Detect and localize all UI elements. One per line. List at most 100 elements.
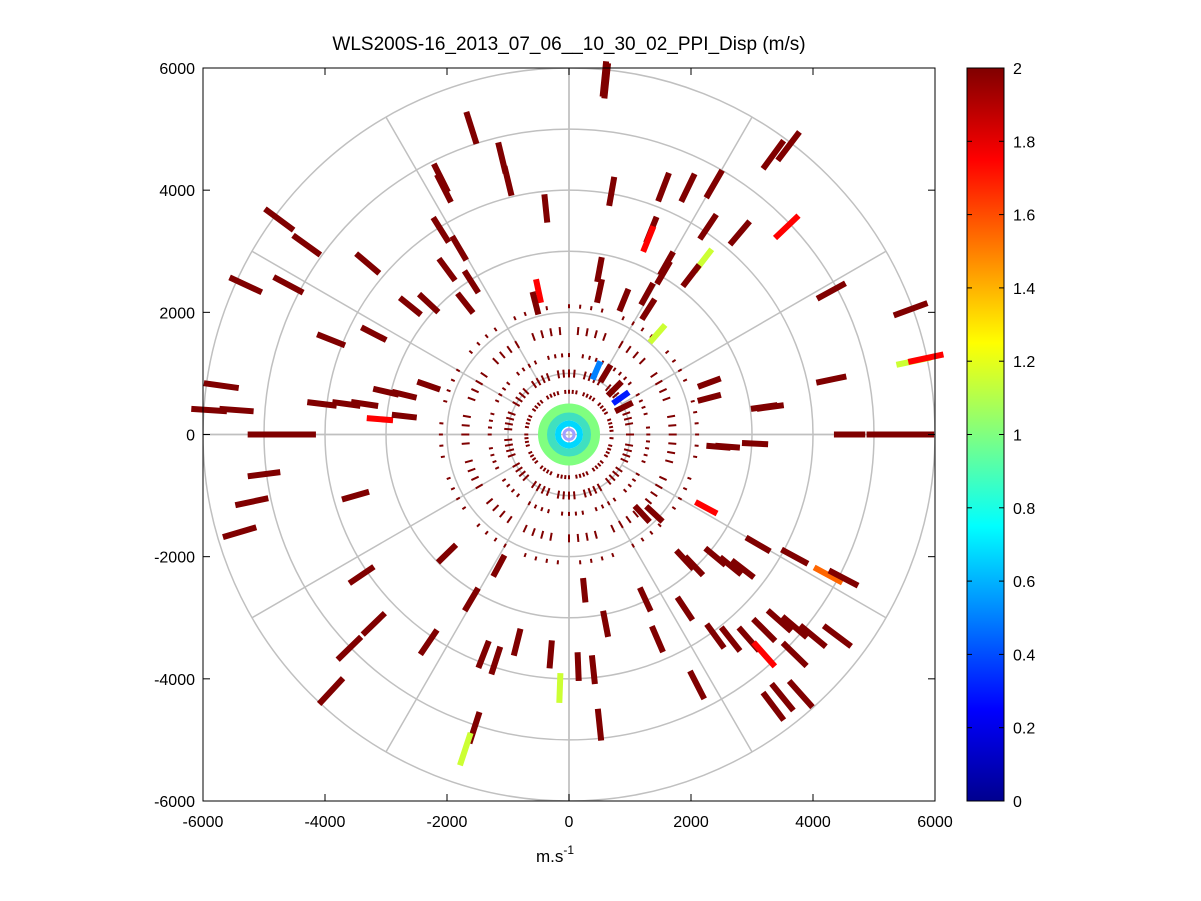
near-field-mark: [515, 466, 523, 473]
x-axis-label-text: m.s: [536, 847, 563, 866]
near-field-mark: [638, 357, 646, 365]
near-field-mark: [535, 377, 542, 386]
data-point: [649, 625, 666, 654]
data-point: [613, 400, 634, 415]
data-point: [359, 324, 388, 343]
near-field-mark: [623, 416, 633, 421]
near-field-mark: [560, 474, 563, 479]
near-field-mark: [581, 354, 585, 359]
colorbar-tick-label: 1: [1013, 428, 1022, 445]
polar-spoke: [385, 487, 540, 753]
near-field-mark: [640, 327, 645, 332]
near-field-mark: [549, 393, 553, 398]
data-point: [741, 440, 769, 448]
near-field-mark: [668, 424, 677, 427]
near-field-mark: [671, 506, 677, 511]
near-field-mark: [534, 556, 538, 561]
near-field-mark: [455, 368, 461, 373]
near-field-mark: [643, 453, 648, 457]
data-point: [594, 708, 605, 741]
near-field-mark: [490, 412, 495, 416]
near-field-mark: [593, 530, 598, 539]
near-field-mark: [585, 393, 589, 398]
near-field-mark: [535, 483, 542, 492]
near-field-mark: [506, 381, 511, 386]
near-field-mark: [606, 501, 611, 506]
near-field-mark: [507, 453, 516, 458]
near-field-mark: [585, 532, 589, 541]
data-point: [760, 138, 787, 171]
data-point: [580, 577, 589, 603]
near-field-mark: [440, 455, 445, 459]
near-field-mark: [485, 497, 494, 505]
near-field-mark: [596, 483, 603, 492]
near-field-mark: [664, 349, 670, 355]
near-field-mark: [581, 472, 586, 477]
near-field-mark: [488, 446, 494, 450]
x-axis: -6000 -4000 -2000 0 2000 4000 6000: [183, 68, 953, 831]
near-field-mark: [501, 478, 507, 483]
data-point: [354, 251, 382, 276]
near-field-mark: [604, 384, 612, 392]
near-field-mark: [643, 412, 648, 416]
data-point: [694, 499, 719, 517]
data-point: [704, 622, 727, 650]
data-point: [632, 503, 652, 524]
data-point: [729, 557, 756, 580]
near-field-mark: [591, 467, 596, 472]
near-field-mark: [617, 371, 623, 376]
data-point: [436, 256, 458, 283]
data-point: [341, 488, 370, 503]
data-point: [606, 176, 618, 207]
near-field-mark: [588, 395, 593, 400]
near-field-mark: [621, 316, 625, 321]
near-field-mark: [539, 465, 544, 470]
near-field-mark: [608, 425, 614, 429]
near-field-mark: [622, 453, 631, 458]
colorbar-tick-label: 1.2: [1013, 354, 1035, 371]
data-point: [546, 640, 555, 669]
near-field-mark: [615, 466, 623, 473]
data-point: [696, 391, 722, 404]
data-point: [263, 206, 296, 233]
near-field-mark: [658, 475, 668, 481]
data-point: [490, 553, 508, 578]
near-field-mark: [461, 424, 470, 427]
colorbar-ticks: 0 0.2 0.4 0.6 0.8 1 1.2 1.4 1.6 1.8 2: [967, 61, 1035, 811]
near-field-mark: [617, 340, 624, 349]
data-point: [718, 625, 743, 653]
near-field-mark: [522, 387, 530, 395]
near-field-mark: [523, 552, 527, 558]
near-field-mark: [524, 440, 530, 444]
colorbar-tick-label: 0.8: [1013, 501, 1035, 518]
near-field-mark: [545, 469, 550, 474]
x-tick-label: -4000: [305, 814, 346, 831]
data-point: [644, 504, 665, 524]
near-field-mark: [585, 328, 589, 337]
near-field-mark: [638, 399, 644, 403]
near-field-mark: [527, 363, 532, 368]
near-field-mark: [600, 308, 604, 313]
data-point: [703, 168, 725, 200]
near-field-mark: [585, 471, 589, 476]
chart-title: WLS200S-16_2013_07_06__10_30_02_PPI_Disp…: [332, 34, 805, 55]
near-field-mark: [494, 399, 500, 403]
near-field-mark: [461, 442, 470, 445]
data-point: [488, 645, 504, 676]
colorbar-tick-label: 1.6: [1013, 208, 1035, 225]
near-field-mark: [600, 556, 604, 561]
data-point: [462, 586, 481, 613]
near-field-mark: [464, 459, 473, 464]
data-point: [435, 542, 459, 565]
near-field-mark: [515, 396, 523, 403]
data-marks: [191, 61, 945, 767]
colorbar-tick-label: 1.8: [1013, 134, 1035, 151]
near-field-mark: [488, 419, 494, 423]
near-field-mark: [604, 477, 612, 485]
near-field-mark: [540, 485, 546, 494]
near-field-mark: [682, 378, 688, 383]
near-field-mark: [450, 378, 456, 383]
near-field-mark: [597, 462, 602, 467]
data-point: [589, 360, 604, 381]
near-field-mark: [514, 340, 521, 349]
